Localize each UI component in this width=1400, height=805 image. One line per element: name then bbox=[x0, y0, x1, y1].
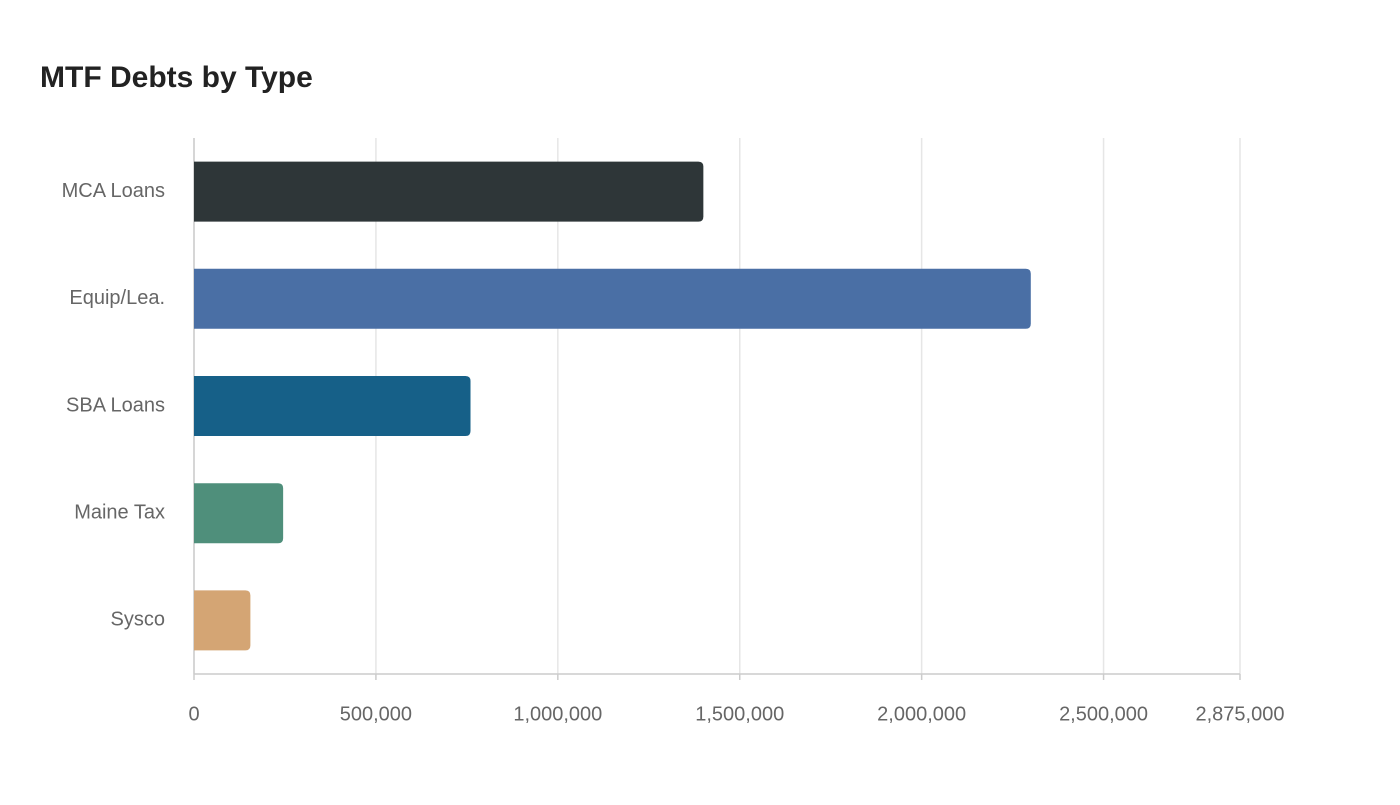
x-tick-label: 1,000,000 bbox=[513, 703, 602, 725]
bar bbox=[194, 161, 704, 222]
bar bbox=[194, 376, 471, 436]
bar bbox=[194, 590, 251, 651]
chart-title: MTF Debts by Type bbox=[40, 61, 313, 94]
bar bbox=[194, 483, 284, 544]
bar bbox=[194, 268, 1031, 329]
x-tick-label: 1,500,000 bbox=[695, 703, 784, 725]
x-tick-label: 2,000,000 bbox=[877, 703, 966, 725]
x-tick-label: 2,500,000 bbox=[1059, 703, 1148, 725]
y-tick-label: Sysco bbox=[111, 609, 165, 631]
y-tick-label: Equip/Lea. bbox=[69, 287, 165, 309]
x-tick-label: 2,875,000 bbox=[1196, 703, 1285, 725]
x-tick-label: 0 bbox=[188, 703, 199, 725]
y-tick-label: SBA Loans bbox=[66, 394, 165, 416]
x-tick-label: 500,000 bbox=[340, 703, 412, 725]
y-tick-label: Maine Tax bbox=[74, 501, 165, 523]
y-tick-label: MCA Loans bbox=[62, 180, 165, 202]
